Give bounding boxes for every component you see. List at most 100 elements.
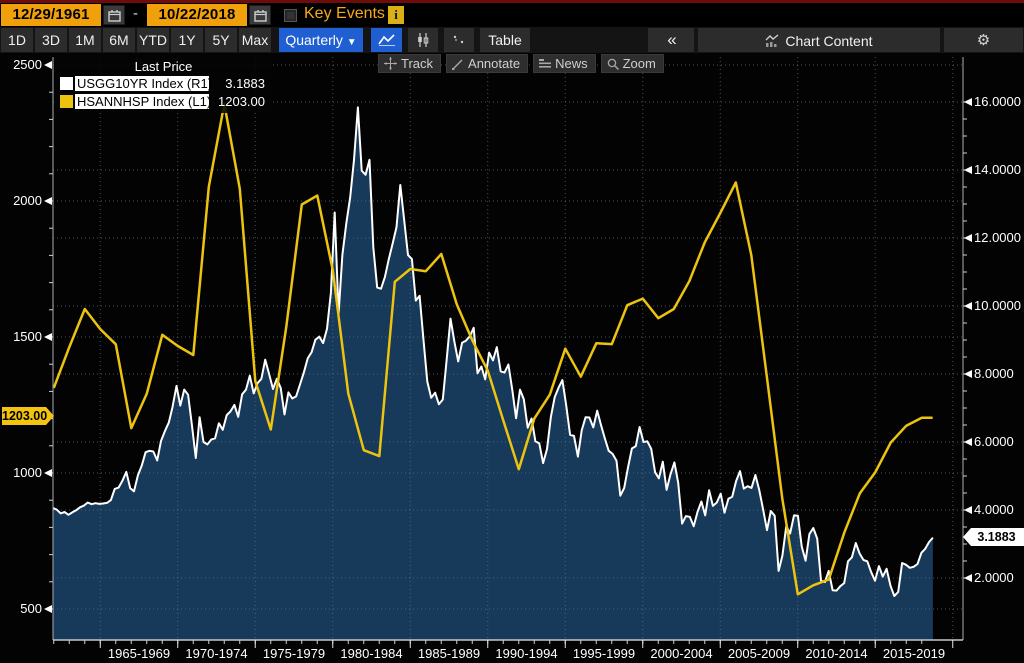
range-button-ytd[interactable]: YTD <box>137 28 169 52</box>
right-tick-arrow <box>964 234 972 242</box>
range-button-3d[interactable]: 3D <box>35 28 67 52</box>
info-icon[interactable]: i <box>388 6 404 24</box>
left-tick-arrow <box>44 469 52 477</box>
legend-title: Last Price <box>134 59 193 74</box>
news-icon <box>539 58 552 69</box>
track-icon <box>384 57 397 70</box>
x-axis-tick-label: 2015-2019 <box>882 646 946 661</box>
end-date-calendar-button[interactable] <box>249 5 271 25</box>
range-button-6m[interactable]: 6M <box>103 28 135 52</box>
x-axis-tick-label: 1975-1979 <box>262 646 326 661</box>
date-range-bar: 12/29/1961 - 10/22/2018 Key Events i <box>0 3 1024 27</box>
calendar-icon <box>253 9 267 22</box>
right-axis-tick-label: 2.0000 <box>974 570 1014 585</box>
chart-content-button[interactable]: Chart Content <box>698 28 940 52</box>
left-tick-arrow <box>44 61 52 69</box>
collapse-toolbar-button[interactable]: « <box>648 28 694 52</box>
left-axis-tick-label: 1500 <box>13 329 42 344</box>
candlestick-chart-type-button[interactable] <box>408 28 438 52</box>
zoom-icon <box>607 58 619 70</box>
x-axis-tick-label: 2005-2009 <box>727 646 791 661</box>
zoom-button[interactable]: Zoom <box>600 54 664 73</box>
annotate-label: Annotate <box>468 56 521 71</box>
right-axis-tick-label: 12.0000 <box>974 230 1021 245</box>
range-button-1d[interactable]: 1D <box>1 28 33 52</box>
left-axis-last-value-badge: 1203.00 <box>2 407 54 425</box>
zoom-label: Zoom <box>622 56 656 71</box>
legend-series-name: HSANNHSP Index (L1) <box>75 94 212 109</box>
x-axis-tick-label: 1980-1984 <box>340 646 403 661</box>
range-button-1m[interactable]: 1M <box>69 28 101 52</box>
line-chart-type-button[interactable] <box>371 28 402 52</box>
x-axis-tick-label: 1990-1994 <box>495 646 558 661</box>
chart-legend: Last Price USGG10YR Index (R1) 3.1883 HSAN… <box>55 57 272 113</box>
right-tick-arrow <box>964 370 972 378</box>
right-axis-tick-label: 14.0000 <box>974 162 1021 177</box>
end-date-field[interactable]: 10/22/2018 <box>147 4 247 26</box>
line-chart-icon <box>377 34 395 46</box>
left-axis-tick-label: 2500 <box>13 57 42 72</box>
right-axis-tick-label: 4.0000 <box>974 502 1014 517</box>
legend-series-value: 1203.00 <box>218 94 265 109</box>
window-top-strip <box>0 0 1024 3</box>
x-axis-tick-label: 1970-1974 <box>185 646 248 661</box>
key-events-checkbox[interactable] <box>284 9 297 22</box>
date-separator: - <box>133 5 138 22</box>
left-tick-arrow <box>44 605 52 613</box>
right-tick-arrow <box>964 506 972 514</box>
right-axis-tick-label: 8.0000 <box>974 366 1014 381</box>
left-axis-tick-label: 500 <box>20 601 42 616</box>
news-button[interactable]: News <box>533 54 596 73</box>
scatter-chart-type-button[interactable] <box>444 28 474 52</box>
x-axis-tick-label: 1985-1989 <box>417 646 481 661</box>
track-label: Track <box>401 56 434 71</box>
left-tick-arrow <box>44 197 52 205</box>
annotate-icon <box>452 58 464 70</box>
period-dropdown-value: Quarterly <box>285 32 343 48</box>
range-button-1y[interactable]: 1Y <box>171 28 203 52</box>
left-tick-arrow <box>44 333 52 341</box>
track-button[interactable]: Track <box>378 54 442 73</box>
key-events-label: Key Events <box>304 5 385 22</box>
chart-toolbar: 1D 3D 1M 6M YTD 1Y 5Y Max Quarterly ▼ Table « C… <box>0 27 1024 53</box>
chart-tools-bar: Track Annotate News Zoom <box>378 54 664 73</box>
range-button-5y[interactable]: 5Y <box>205 28 237 52</box>
legend-series-value: 3.1883 <box>225 76 265 91</box>
legend-row[interactable]: USGG10YR Index (R1) 3.1883 <box>55 75 272 92</box>
hsannhsp-line <box>52 102 933 596</box>
legend-row[interactable]: HSANNHSP Index (L1) 1203.00 <box>55 93 272 110</box>
right-tick-arrow <box>964 574 972 582</box>
calendar-icon <box>107 9 121 22</box>
legend-swatch <box>60 77 73 90</box>
right-tick-arrow <box>964 98 972 106</box>
double-chevron-left-icon: « <box>667 30 677 49</box>
chevron-down-icon: ▼ <box>346 37 357 48</box>
right-axis-tick-label: 10.0000 <box>974 298 1021 313</box>
x-axis-tick-label: 1995-1999 <box>572 646 636 661</box>
right-tick-arrow <box>964 302 972 310</box>
news-label: News <box>555 56 588 71</box>
area-fill <box>53 107 933 640</box>
x-axis-tick-label: 2010-2014 <box>805 646 868 661</box>
table-button[interactable]: Table <box>480 28 530 52</box>
start-date-calendar-button[interactable] <box>103 5 125 25</box>
range-button-max[interactable]: Max <box>239 28 271 52</box>
candlestick-icon <box>418 33 429 47</box>
right-axis-tick-label: 16.0000 <box>974 94 1021 109</box>
legend-series-name: USGG10YR Index (R1) <box>75 76 213 91</box>
settings-button[interactable]: ⚙ <box>944 28 1023 52</box>
right-axis-last-value-badge: 3.1883 <box>963 528 1024 546</box>
period-dropdown[interactable]: Quarterly ▼ <box>279 28 363 52</box>
start-date-field[interactable]: 12/29/1961 <box>1 4 101 26</box>
gear-icon: ⚙ <box>976 32 991 49</box>
annotate-button[interactable]: Annotate <box>446 54 529 73</box>
left-axis-tick-label: 2000 <box>13 193 42 208</box>
chart-content-icon <box>765 34 779 47</box>
right-axis-tick-label: 6.0000 <box>974 434 1014 449</box>
x-axis-tick-label: 2000-2004 <box>650 646 713 661</box>
legend-rows: USGG10YR Index (R1) 3.1883 HSANNHSP Index … <box>55 75 272 110</box>
legend-swatch <box>60 95 73 108</box>
